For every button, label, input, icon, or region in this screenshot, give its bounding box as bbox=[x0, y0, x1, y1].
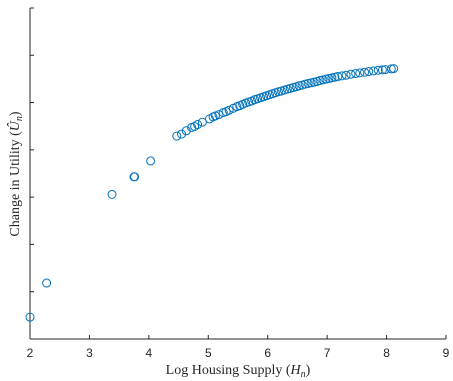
data-point bbox=[373, 65, 383, 75]
data-point bbox=[337, 71, 347, 81]
data-point bbox=[224, 105, 234, 115]
x-axis-label: Log Housing Supply (Hn) bbox=[166, 363, 311, 380]
data-point bbox=[377, 65, 387, 75]
data-point bbox=[130, 172, 140, 182]
data-point bbox=[197, 117, 207, 127]
data-point bbox=[177, 129, 187, 139]
x-tick-label: 7 bbox=[324, 346, 331, 360]
x-tick-label: 4 bbox=[146, 346, 153, 360]
x-tick-label: 8 bbox=[383, 346, 390, 360]
y-ticks bbox=[30, 7, 34, 340]
x-ticks: 2 3 4 5 6 7 8 9 bbox=[27, 335, 450, 360]
x-tick-label: 6 bbox=[264, 346, 271, 360]
axes bbox=[29, 8, 446, 340]
data-point bbox=[360, 67, 370, 77]
x-tick-label: 3 bbox=[86, 346, 93, 360]
x-tick-label: 5 bbox=[205, 346, 212, 360]
data-point bbox=[341, 70, 351, 80]
data-point bbox=[181, 126, 191, 136]
data-point bbox=[107, 189, 117, 199]
data-point bbox=[355, 68, 365, 78]
data-point bbox=[172, 131, 182, 141]
data-point bbox=[351, 69, 361, 79]
data-point bbox=[25, 312, 35, 322]
data-point bbox=[333, 72, 343, 82]
data-point bbox=[364, 67, 374, 77]
data-point bbox=[42, 278, 52, 288]
data-points bbox=[25, 64, 399, 322]
x-tick-label: 2 bbox=[27, 346, 34, 360]
data-point bbox=[193, 120, 203, 130]
data-point bbox=[389, 64, 399, 74]
x-tick-label: 9 bbox=[443, 346, 450, 360]
data-point bbox=[368, 66, 378, 76]
y-axis-label: Change in Utility (Ûn) bbox=[6, 111, 25, 237]
data-point bbox=[146, 156, 156, 166]
data-point bbox=[346, 69, 356, 79]
data-point bbox=[190, 121, 200, 131]
